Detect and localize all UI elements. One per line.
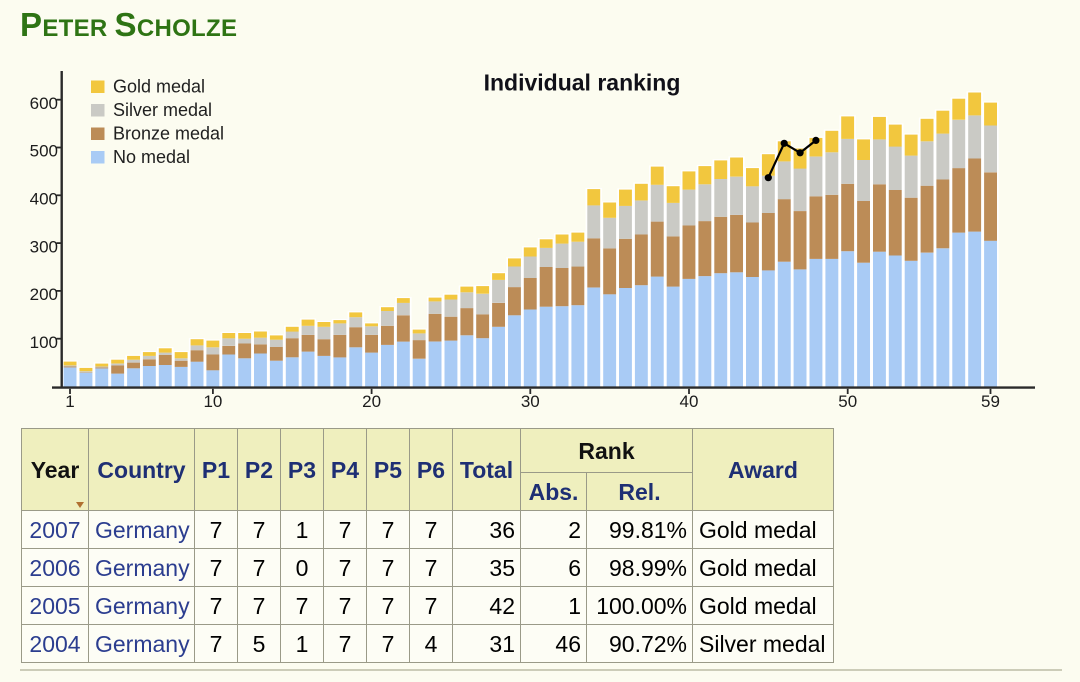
svg-text:Silver medal: Silver medal [113, 100, 212, 120]
svg-text:10: 10 [203, 392, 222, 411]
svg-text:300: 300 [30, 237, 58, 256]
svg-text:Bronze medal: Bronze medal [113, 124, 224, 144]
svg-text:20: 20 [362, 392, 381, 411]
svg-text:40: 40 [680, 392, 699, 411]
svg-text:200: 200 [30, 285, 58, 304]
svg-text:600: 600 [30, 94, 58, 113]
svg-text:50: 50 [838, 392, 857, 411]
svg-text:1: 1 [65, 392, 74, 411]
svg-text:59: 59 [981, 392, 1000, 411]
svg-text:30: 30 [521, 392, 540, 411]
svg-text:400: 400 [30, 190, 58, 209]
svg-text:100: 100 [30, 333, 58, 352]
svg-text:500: 500 [30, 142, 58, 161]
svg-text:Individual ranking: Individual ranking [484, 70, 681, 96]
svg-text:Gold medal: Gold medal [113, 77, 205, 97]
svg-text:No medal: No medal [113, 147, 190, 167]
